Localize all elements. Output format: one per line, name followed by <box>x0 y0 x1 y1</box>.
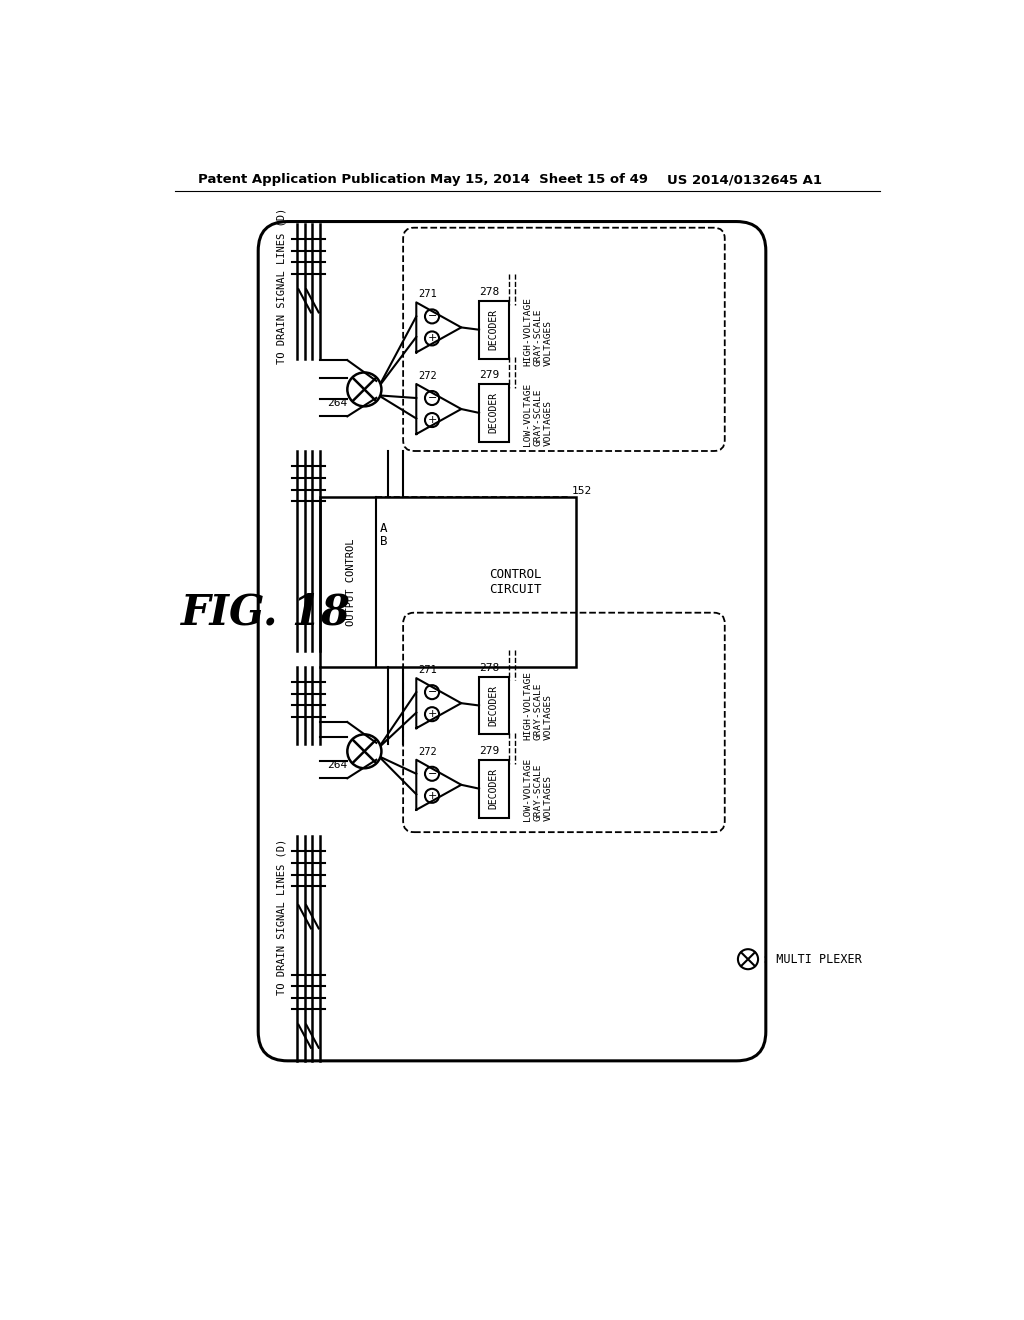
Bar <box>479 384 509 442</box>
Text: −: − <box>427 312 436 321</box>
Text: CONTROL
CIRCUIT: CONTROL CIRCUIT <box>489 568 542 595</box>
Text: 279: 279 <box>479 746 500 756</box>
Text: A: A <box>380 521 387 535</box>
Text: 272: 272 <box>418 371 436 381</box>
Text: +: + <box>427 414 436 425</box>
Text: HIGH-VOLTAGE
GRAY-SCALE
VOLTAGES: HIGH-VOLTAGE GRAY-SCALE VOLTAGES <box>523 297 553 366</box>
Text: 271: 271 <box>418 665 436 675</box>
Circle shape <box>347 372 381 407</box>
Text: 264: 264 <box>328 399 347 408</box>
Bar <box>321 498 575 667</box>
Text: DECODER: DECODER <box>488 392 499 433</box>
Text: TO DRAIN SIGNAL LINES (D): TO DRAIN SIGNAL LINES (D) <box>276 207 287 363</box>
Text: OUTPUT CONTROL: OUTPUT CONTROL <box>346 539 356 626</box>
Bar <box>479 301 509 359</box>
Text: US 2014/0132645 A1: US 2014/0132645 A1 <box>667 173 821 186</box>
FancyBboxPatch shape <box>258 222 766 1061</box>
Text: −: − <box>427 688 436 697</box>
Circle shape <box>347 734 381 768</box>
Text: HIGH-VOLTAGE
GRAY-SCALE
VOLTAGES: HIGH-VOLTAGE GRAY-SCALE VOLTAGES <box>523 671 553 739</box>
Text: May 15, 2014  Sheet 15 of 49: May 15, 2014 Sheet 15 of 49 <box>430 173 648 186</box>
Circle shape <box>738 949 758 969</box>
Text: FIG. 18: FIG. 18 <box>180 591 350 634</box>
Text: −: − <box>427 393 436 403</box>
Text: DECODER: DECODER <box>488 768 499 809</box>
Text: 272: 272 <box>418 747 436 756</box>
Text: B: B <box>380 536 387 548</box>
Text: 264: 264 <box>328 760 347 770</box>
Text: LOW-VOLTAGE
GRAY-SCALE
VOLTAGES: LOW-VOLTAGE GRAY-SCALE VOLTAGES <box>523 383 553 446</box>
Text: 278: 278 <box>479 286 500 297</box>
Text: LOW-VOLTAGE
GRAY-SCALE
VOLTAGES: LOW-VOLTAGE GRAY-SCALE VOLTAGES <box>523 758 553 821</box>
Text: +: + <box>427 334 436 343</box>
Text: 152: 152 <box>571 486 592 496</box>
Text: : MULTI PLEXER: : MULTI PLEXER <box>762 953 862 966</box>
Text: DECODER: DECODER <box>488 309 499 350</box>
Text: −: − <box>427 768 436 779</box>
Text: +: + <box>427 709 436 719</box>
Text: TO DRAIN SIGNAL LINES (D): TO DRAIN SIGNAL LINES (D) <box>276 838 287 995</box>
Text: Patent Application Publication: Patent Application Publication <box>198 173 426 186</box>
Bar <box>479 677 509 734</box>
Text: 279: 279 <box>479 370 500 380</box>
Text: +: + <box>427 791 436 801</box>
Text: DECODER: DECODER <box>488 685 499 726</box>
Bar <box>479 760 509 817</box>
Text: 278: 278 <box>479 663 500 673</box>
Text: 271: 271 <box>418 289 436 300</box>
